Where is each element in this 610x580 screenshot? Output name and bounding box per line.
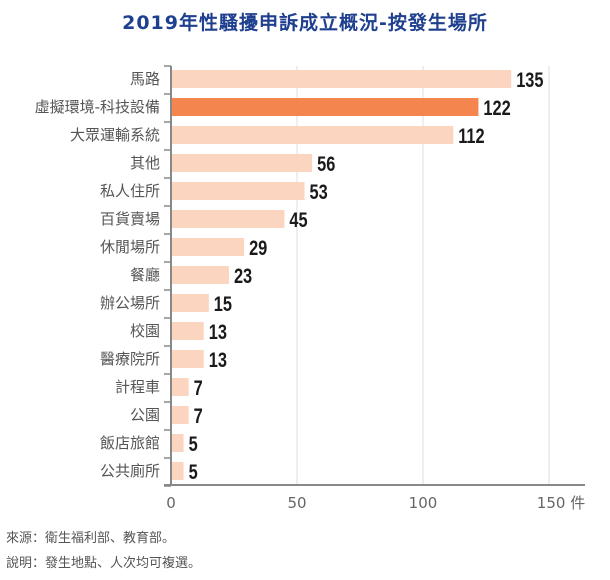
bar	[172, 98, 479, 116]
value-label: 13	[209, 348, 227, 371]
value-label: 7	[194, 376, 203, 399]
category-label: 私人住所	[100, 182, 160, 200]
category-label: 馬路	[130, 70, 160, 88]
bar	[172, 406, 189, 424]
bar	[172, 154, 313, 172]
axes	[164, 65, 585, 487]
value-label: 29	[249, 236, 267, 259]
value-label: 53	[310, 180, 328, 203]
category-label: 休閒場所	[100, 238, 160, 256]
bar	[172, 462, 184, 480]
bar	[172, 210, 285, 228]
value-label: 5	[189, 432, 198, 455]
x-tick-label: 100	[409, 494, 438, 512]
category-label: 醫療院所	[100, 350, 160, 368]
bar	[172, 434, 184, 452]
category-label: 虛擬環境-科技設備	[35, 98, 160, 116]
category-label: 校園	[130, 322, 160, 340]
category-label: 百貨賣場	[100, 210, 160, 228]
category-label: 計程車	[115, 378, 160, 396]
bar	[172, 294, 209, 312]
bar	[172, 238, 245, 256]
value-label: 7	[194, 404, 203, 427]
value-label: 135	[516, 68, 543, 91]
bar	[172, 266, 229, 284]
bar	[172, 322, 204, 340]
category-label: 公共廁所	[100, 462, 160, 480]
value-label: 13	[209, 320, 227, 343]
x-tick-label: 50	[287, 494, 306, 512]
value-label: 15	[214, 292, 232, 315]
value-label: 5	[189, 460, 198, 483]
category-label: 餐廳	[130, 266, 160, 284]
x-tick-label: 150 件	[537, 494, 585, 512]
bar	[172, 378, 189, 396]
x-tick-label: 0	[166, 494, 176, 512]
value-label: 23	[234, 264, 252, 287]
category-label: 大眾運輸系統	[70, 126, 160, 144]
value-label: 56	[317, 152, 335, 175]
category-label: 辦公場所	[100, 294, 160, 312]
category-label: 公園	[130, 406, 160, 424]
value-label: 122	[483, 96, 510, 119]
category-label: 其他	[130, 154, 160, 172]
category-label: 飯店旅館	[100, 434, 160, 452]
bar	[172, 182, 305, 200]
explanation-note: 說明：發生地點、人次均可複選。	[6, 556, 202, 571]
bars	[172, 70, 512, 480]
value-label: 112	[458, 124, 484, 147]
bar	[172, 126, 454, 144]
value-label: 45	[289, 208, 307, 231]
bar	[172, 70, 512, 88]
bar	[172, 350, 204, 368]
chart-title: 2019年性騷擾申訴成立概況-按發生場所	[122, 12, 488, 34]
source-note: 來源：衛生福利部、教育部。	[6, 531, 176, 546]
